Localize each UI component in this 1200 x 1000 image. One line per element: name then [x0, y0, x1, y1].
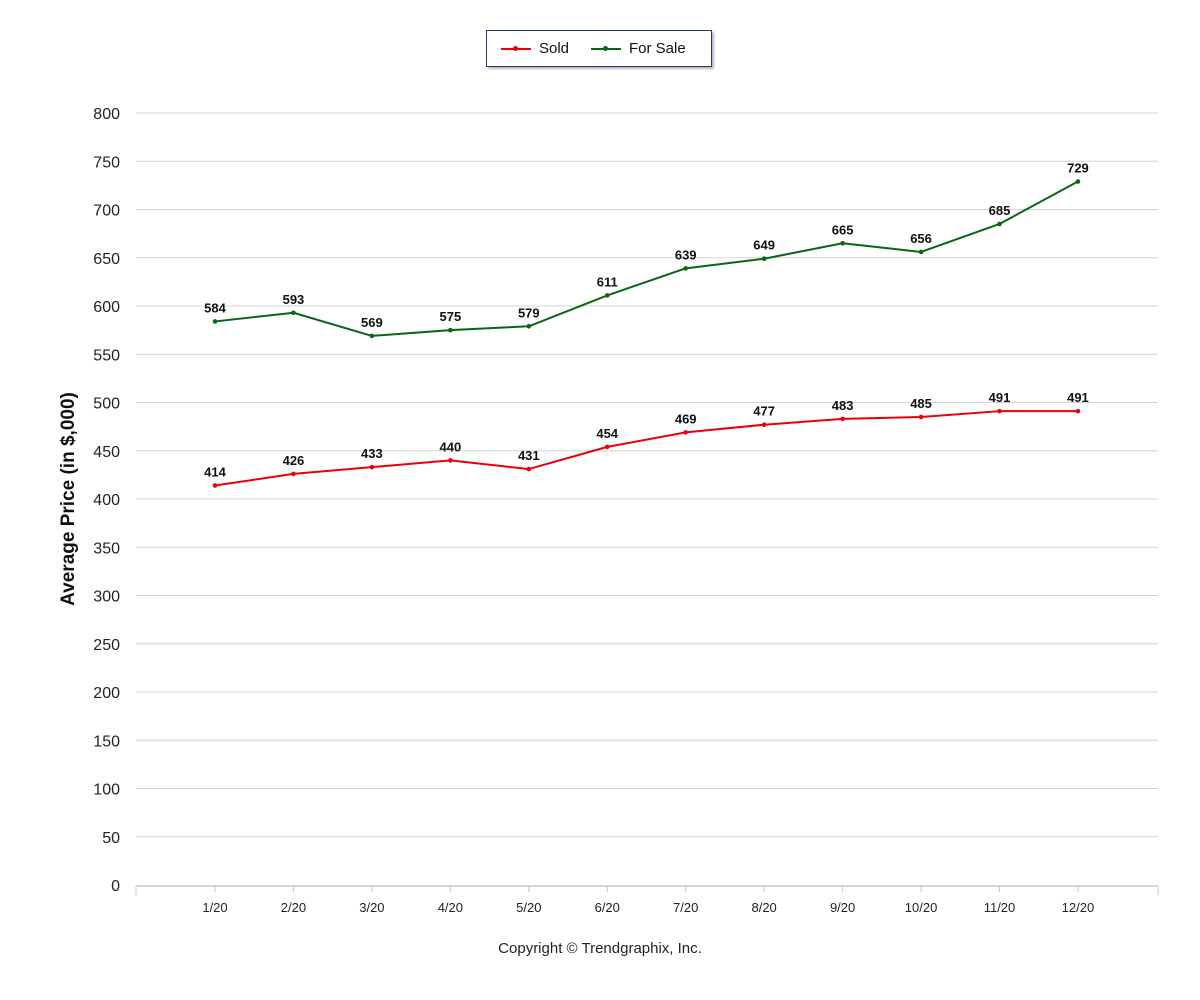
data-point-for-sale	[212, 319, 218, 324]
data-point-for-sale	[291, 310, 296, 316]
y-tick-label: 500	[93, 396, 120, 413]
x-tick-label: 12/20	[1062, 900, 1095, 915]
legend-label-for-sale: For Sale	[629, 40, 686, 57]
data-label-sold: 426	[283, 453, 305, 468]
data-point-sold	[369, 464, 375, 470]
data-point-for-sale	[840, 240, 845, 246]
legend-swatch-sold	[501, 46, 531, 51]
data-point-for-sale	[918, 249, 924, 255]
legend-swatch-for-sale	[591, 46, 621, 51]
y-tick-label: 650	[93, 251, 120, 268]
x-tick-label: 9/20	[830, 900, 855, 915]
data-label-for-sale: 579	[518, 305, 540, 320]
data-label-sold: 469	[675, 411, 697, 426]
data-point-for-sale	[604, 293, 610, 298]
data-point-for-sale	[997, 221, 1002, 227]
y-tick-label: 700	[93, 203, 120, 220]
x-tick-label: 3/20	[359, 900, 384, 915]
data-point-sold	[683, 430, 688, 435]
y-tick-label: 550	[93, 347, 120, 364]
x-tick-label: 4/20	[438, 900, 463, 915]
data-label-for-sale: 685	[989, 203, 1011, 218]
x-tick-label: 1/20	[202, 900, 227, 915]
data-label-sold: 433	[361, 446, 383, 461]
data-point-sold	[212, 483, 218, 488]
data-point-for-sale	[1075, 179, 1081, 184]
x-tick-label: 6/20	[595, 900, 620, 915]
data-label-sold: 483	[832, 398, 854, 413]
data-label-sold: 477	[753, 404, 775, 419]
data-point-sold	[291, 471, 296, 477]
y-tick-label: 200	[93, 685, 120, 702]
x-tick-label: 7/20	[673, 900, 698, 915]
data-label-for-sale: 584	[204, 300, 226, 315]
data-point-sold	[840, 416, 845, 422]
legend-label-sold: Sold	[539, 40, 570, 57]
y-tick-label: 600	[93, 299, 120, 316]
y-tick-label: 450	[93, 444, 120, 461]
data-label-for-sale: 575	[439, 309, 461, 324]
data-point-for-sale	[448, 327, 453, 333]
data-point-sold	[918, 414, 924, 420]
y-tick-label: 750	[93, 154, 120, 171]
data-point-sold	[997, 408, 1002, 414]
y-tick-label: 400	[93, 492, 120, 509]
data-label-sold: 491	[1067, 390, 1089, 405]
y-tick-label: 300	[93, 589, 120, 606]
y-tick-label: 350	[93, 540, 120, 557]
data-label-sold: 414	[204, 464, 226, 479]
x-tick-label: 5/20	[516, 900, 541, 915]
data-point-sold	[526, 466, 532, 472]
data-label-for-sale: 649	[753, 238, 775, 253]
data-point-for-sale	[369, 333, 375, 339]
data-point-sold	[604, 444, 610, 450]
data-label-sold: 431	[518, 448, 540, 463]
data-label-for-sale: 656	[910, 231, 932, 246]
x-tick-label: 10/20	[905, 900, 938, 915]
data-point-sold	[448, 458, 453, 463]
copyright-text: Copyright © Trendgraphix, Inc.	[498, 940, 702, 957]
y-tick-label: 250	[93, 637, 120, 654]
data-point-for-sale	[526, 323, 532, 329]
y-tick-label: 50	[102, 830, 120, 847]
data-label-sold: 491	[989, 390, 1011, 405]
data-label-for-sale: 639	[675, 247, 697, 262]
y-tick-label: 100	[93, 782, 120, 799]
y-axis-title: Average Price (in $,000)	[58, 392, 79, 606]
series-line-sold	[214, 410, 1078, 487]
data-label-for-sale: 611	[597, 274, 618, 289]
y-tick-label: 150	[93, 733, 120, 750]
data-label-sold: 485	[910, 396, 932, 411]
data-label-for-sale: 569	[361, 315, 383, 330]
y-tick-label: 800	[93, 106, 120, 123]
data-label-for-sale: 729	[1067, 161, 1089, 176]
data-label-sold: 454	[596, 426, 618, 441]
data-point-for-sale	[683, 266, 688, 271]
data-label-sold: 440	[439, 439, 461, 454]
data-point-sold	[1075, 408, 1081, 414]
x-tick-label: 11/20	[984, 900, 1016, 915]
series-line-for-sale	[214, 180, 1079, 337]
data-point-sold	[761, 422, 767, 427]
legend: Sold For Sale	[486, 30, 712, 67]
data-point-for-sale	[761, 256, 767, 262]
data-label-for-sale: 593	[283, 292, 305, 307]
x-tick-label: 2/20	[281, 900, 306, 915]
data-label-for-sale: 665	[832, 222, 854, 237]
y-tick-label: 0	[111, 878, 120, 895]
x-tick-label: 8/20	[751, 900, 776, 915]
